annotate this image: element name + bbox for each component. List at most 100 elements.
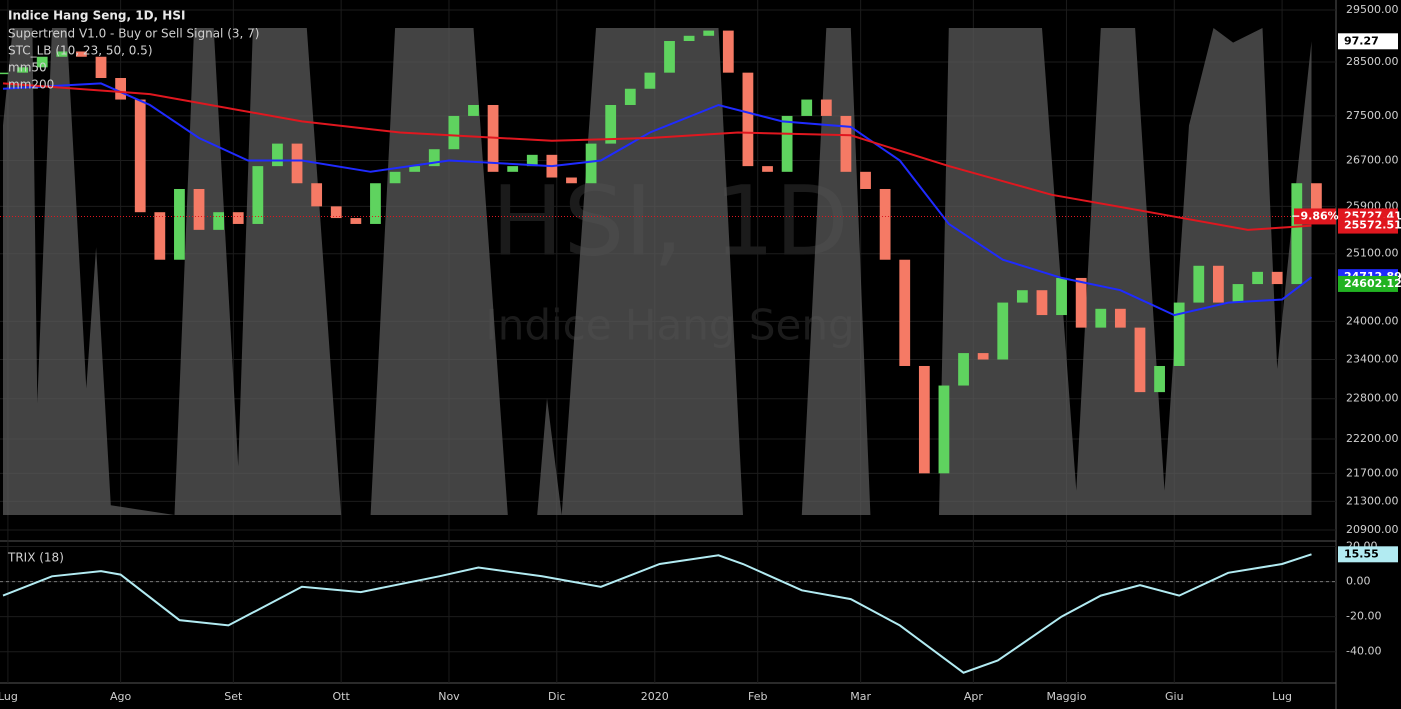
candle	[1095, 308, 1107, 328]
candle	[1173, 302, 1185, 366]
x-tick-label: Lug	[1272, 690, 1292, 703]
price-tag-label: 24602.12	[1344, 277, 1401, 290]
legend-entry: mm200	[8, 78, 54, 92]
y-tick-label: 25100.00	[1346, 247, 1399, 260]
change-tag-label: −9.86%	[1291, 209, 1338, 222]
candle	[1134, 327, 1146, 393]
candle	[938, 385, 950, 474]
candle	[272, 143, 283, 167]
candle	[468, 104, 479, 116]
y-tick-label: 24000.00	[1346, 314, 1399, 327]
x-tick-label: Lug	[0, 690, 18, 703]
candle	[820, 99, 832, 116]
candle	[1252, 271, 1263, 285]
price-tag	[1338, 217, 1398, 234]
candle	[997, 302, 1009, 360]
y-tick-label: 23400.00	[1346, 353, 1399, 366]
ma-line	[2, 82, 1312, 231]
candle	[311, 183, 323, 207]
candle	[801, 99, 813, 116]
candle	[174, 188, 185, 260]
candle	[1193, 265, 1205, 303]
x-tick-label: Nov	[438, 690, 460, 703]
candle	[1036, 290, 1048, 316]
candle	[605, 104, 617, 144]
y-tick-label: -20.00	[1346, 610, 1381, 623]
candle	[428, 149, 440, 167]
candle	[350, 218, 362, 224]
pane-title: TRIX (18)	[7, 551, 64, 565]
candle	[17, 67, 28, 73]
candle	[409, 166, 421, 172]
candle	[1154, 365, 1165, 393]
candle	[0, 72, 9, 75]
candle	[134, 99, 146, 213]
candle	[977, 353, 989, 360]
y-tick-label: 21300.00	[1346, 494, 1399, 507]
stc-area	[3, 28, 1312, 515]
candle	[36, 56, 48, 68]
candle	[624, 88, 636, 105]
candle	[703, 30, 715, 36]
candle	[1271, 271, 1283, 285]
candle	[213, 212, 225, 230]
candle	[115, 77, 127, 100]
y-tick-label: 22200.00	[1346, 432, 1399, 445]
candle	[252, 166, 264, 224]
y-tick-label: 29500.00	[1346, 3, 1399, 16]
ma-line	[2, 82, 1313, 317]
price-tag	[1338, 546, 1398, 563]
candle	[722, 30, 734, 73]
price-tag	[1338, 275, 1398, 292]
candle	[370, 183, 381, 224]
x-tick-label: Ago	[110, 690, 132, 703]
price-tag-label: 15.55	[1344, 547, 1379, 560]
candle	[1212, 265, 1224, 303]
candle	[193, 188, 205, 230]
candle	[762, 166, 773, 172]
x-tick-label: Set	[224, 690, 243, 703]
candle	[899, 259, 911, 366]
trix-line	[2, 553, 1312, 674]
candle	[154, 212, 166, 260]
x-tick-label: 2020	[641, 690, 669, 703]
y-tick-label: 22800.00	[1346, 392, 1399, 405]
legend-entry: Supertrend V1.0 - Buy or Sell Signal (3,…	[8, 27, 259, 41]
candle	[291, 143, 303, 184]
candle	[742, 72, 754, 167]
candle	[879, 188, 891, 260]
candle	[860, 171, 871, 189]
candle	[1311, 183, 1322, 217]
price-tag-label: 25572.51	[1344, 219, 1401, 232]
legend-entry: mm50	[8, 61, 47, 75]
candle	[1016, 290, 1028, 303]
candle	[95, 56, 107, 78]
candle	[526, 154, 538, 167]
x-tick-label: Mar	[850, 690, 871, 703]
y-tick-label: 0.00	[1346, 575, 1371, 588]
price-tag	[1338, 33, 1398, 50]
candle	[1075, 277, 1087, 328]
candle	[389, 171, 401, 184]
candle	[644, 72, 656, 89]
chart-title: Indice Hang Seng, 1D, HSI	[8, 9, 185, 23]
candle	[781, 115, 793, 172]
x-tick-label: Maggio	[1046, 690, 1086, 703]
y-tick-label: 20900.00	[1346, 523, 1399, 536]
change-tag	[1294, 208, 1336, 225]
y-tick-label: -40.00	[1346, 645, 1381, 658]
candle	[507, 166, 519, 172]
y-tick-label: 21700.00	[1346, 466, 1399, 479]
candle	[683, 35, 695, 42]
candle	[1232, 284, 1244, 303]
candle	[1291, 183, 1303, 285]
y-tick-label: 26700.00	[1346, 153, 1399, 166]
y-tick-label: 28500.00	[1346, 55, 1399, 68]
x-tick-label: Feb	[748, 690, 767, 703]
candle	[232, 212, 244, 224]
x-tick-label: Dic	[548, 690, 566, 703]
x-tick-label: Apr	[964, 690, 984, 703]
candle	[840, 115, 852, 172]
